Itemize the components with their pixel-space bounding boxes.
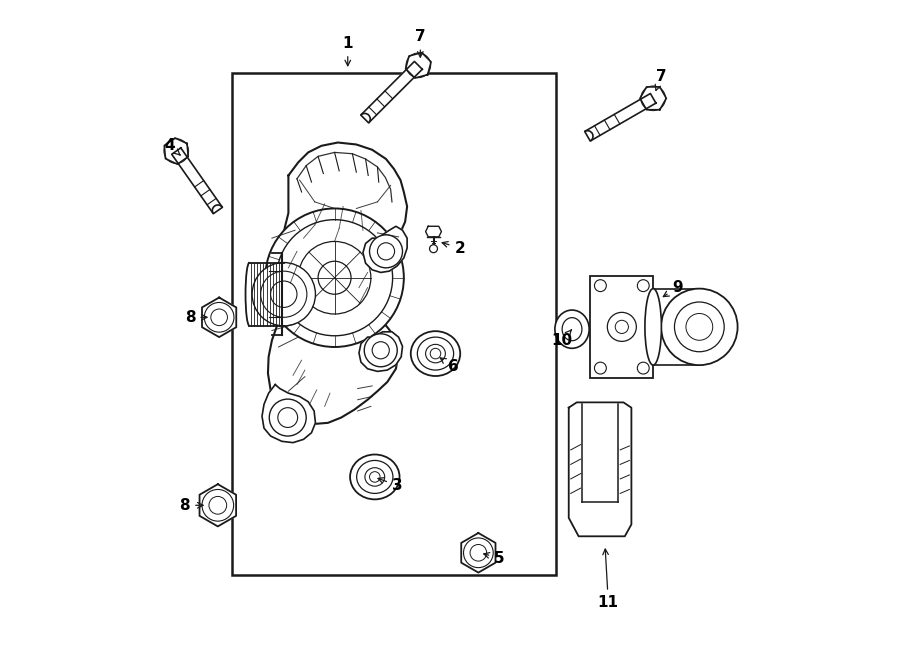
Text: 2: 2 [442, 241, 465, 256]
Polygon shape [262, 385, 315, 443]
Polygon shape [406, 53, 431, 78]
Circle shape [266, 208, 404, 347]
Text: 5: 5 [483, 551, 505, 566]
Text: 7: 7 [415, 30, 426, 58]
Text: 11: 11 [598, 549, 619, 609]
Text: 3: 3 [378, 478, 402, 493]
Text: 4: 4 [165, 138, 180, 155]
Polygon shape [363, 226, 407, 272]
Text: 9: 9 [663, 280, 683, 297]
Ellipse shape [555, 310, 590, 348]
Text: 1: 1 [343, 36, 353, 66]
Text: 10: 10 [552, 330, 572, 348]
Circle shape [429, 245, 437, 253]
Text: 8: 8 [184, 310, 207, 325]
Circle shape [662, 289, 738, 365]
Ellipse shape [350, 455, 400, 499]
Bar [590, 276, 653, 378]
Polygon shape [461, 533, 496, 572]
Text: 6: 6 [440, 358, 459, 374]
Polygon shape [640, 87, 666, 110]
Polygon shape [426, 226, 441, 237]
Polygon shape [359, 332, 402, 371]
Polygon shape [268, 143, 407, 424]
Polygon shape [172, 148, 222, 214]
Polygon shape [200, 485, 236, 526]
Ellipse shape [645, 289, 662, 365]
Polygon shape [361, 61, 422, 123]
Text: 7: 7 [655, 69, 666, 91]
Circle shape [269, 399, 306, 436]
Polygon shape [165, 138, 188, 164]
Ellipse shape [410, 331, 460, 376]
Circle shape [252, 262, 315, 326]
Polygon shape [569, 403, 632, 536]
Circle shape [364, 334, 397, 367]
Circle shape [370, 235, 402, 268]
Bar [232, 73, 555, 574]
Polygon shape [585, 93, 656, 141]
Polygon shape [582, 405, 618, 502]
Polygon shape [202, 297, 237, 337]
Text: 8: 8 [179, 498, 203, 513]
